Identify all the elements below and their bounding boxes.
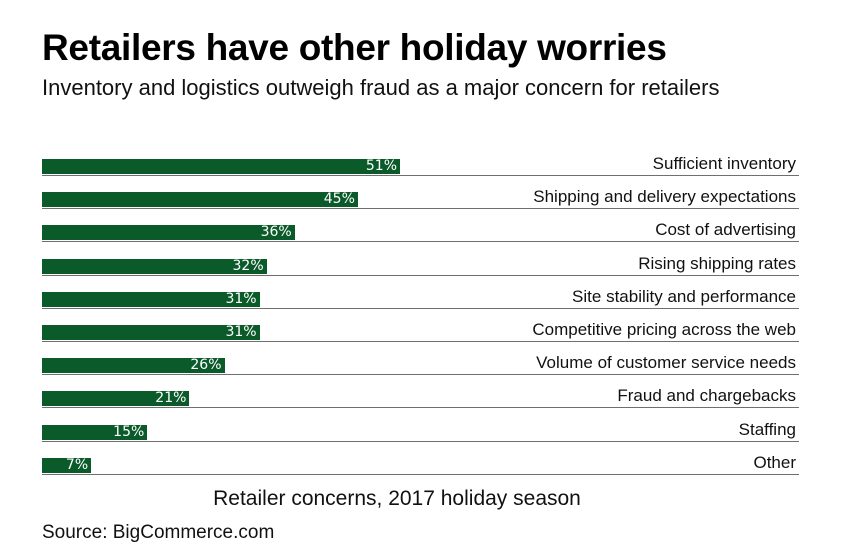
bar-row: 31% Competitive pricing across the web [42, 320, 799, 342]
chart-caption-text: Retailer concerns, 2017 holiday season [213, 487, 581, 510]
category-label: Other [753, 452, 796, 472]
baseline-rule [42, 341, 799, 342]
chart-title: Retailers have other holiday worries [42, 27, 667, 68]
category-label: Fraud and chargebacks [617, 386, 796, 406]
chart-subtitle: Inventory and logistics outweigh fraud a… [42, 75, 720, 100]
baseline-rule [42, 208, 799, 210]
bar-row: 21% Fraud and chargebacks [42, 386, 799, 409]
bar: 15% [42, 424, 148, 440]
bar: 31% [42, 291, 260, 307]
category-label: Shipping and delivery expectations [533, 187, 796, 207]
bar-row: 32% Rising shipping rates [42, 254, 799, 276]
bar: 31% [42, 325, 260, 340]
baseline-rule [42, 175, 799, 176]
baseline-rule [42, 407, 799, 409]
category-label: Competitive pricing across the web [532, 320, 796, 339]
baseline-rule [42, 440, 799, 442]
bar-row: 36% Cost of advertising [42, 220, 799, 243]
baseline-rule [42, 307, 799, 309]
bar: 21% [42, 391, 190, 407]
bar-row: 51% Sufficient inventory [42, 154, 799, 176]
source-note: Source: BigCommerce.com [42, 522, 275, 543]
category-label: Staffing [738, 419, 796, 439]
category-label: Sufficient inventory [652, 154, 796, 173]
chart-caption: Retailer concerns, 2017 holiday season [0, 487, 844, 511]
bar: 36% [42, 225, 295, 241]
bar-row: 15% Staffing [42, 420, 799, 442]
bar-chart: 51% Sufficient inventory 45% Shipping and d… [42, 0, 799, 480]
bar-row: 31% Site stability and performance [42, 287, 799, 309]
bar-row: 26% Volume of customer service needs [42, 353, 799, 376]
baseline-rule [42, 241, 799, 243]
baseline-rule [42, 473, 799, 475]
category-label: Cost of advertising [655, 220, 796, 240]
baseline-rule [42, 374, 799, 376]
baseline-rule [42, 274, 799, 276]
bar: 45% [42, 192, 358, 208]
bar: 26% [42, 358, 225, 374]
bar-row: 7% Other [42, 453, 799, 475]
bar-row: 45% Shipping and delivery expectations [42, 187, 799, 210]
category-label: Site stability and performance [572, 286, 796, 306]
category-label: Volume of customer service needs [536, 353, 796, 373]
category-label: Rising shipping rates [638, 253, 796, 273]
bar: 7% [42, 457, 92, 473]
bar: 51% [42, 159, 401, 174]
bar: 32% [42, 258, 267, 274]
